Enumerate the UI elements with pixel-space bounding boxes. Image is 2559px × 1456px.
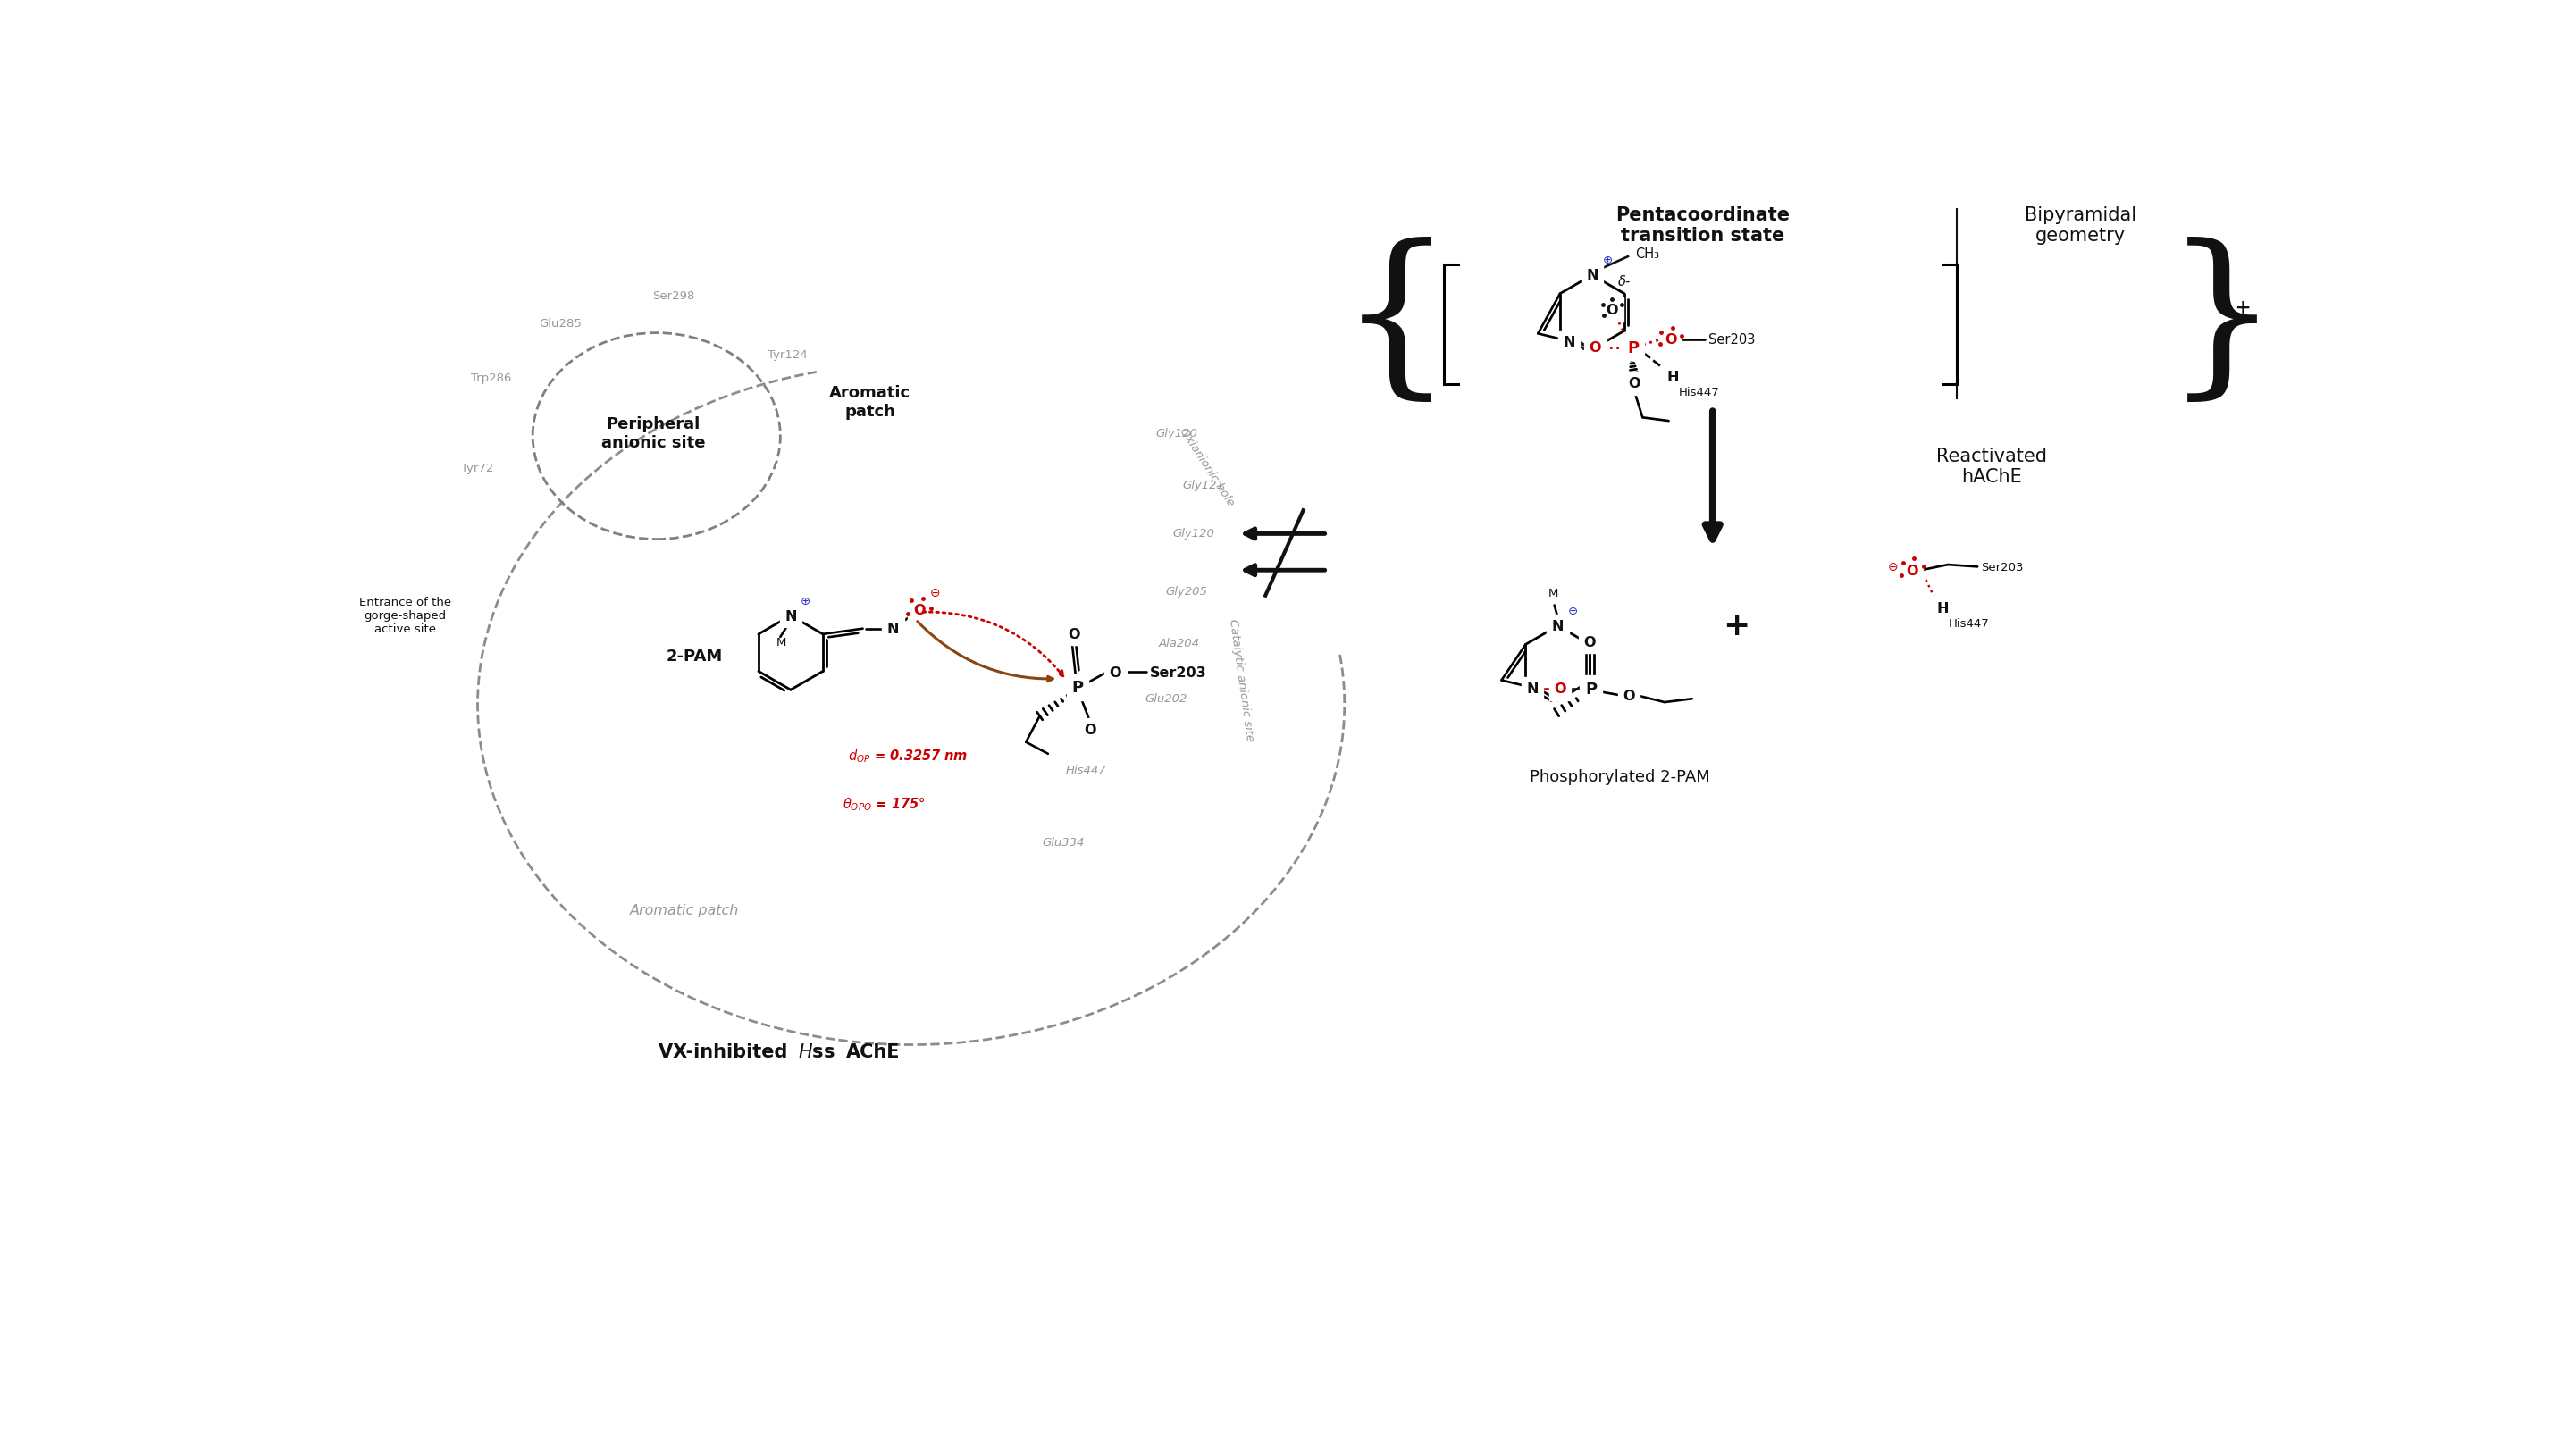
- Text: Trp286: Trp286: [471, 373, 512, 384]
- Text: O: O: [1607, 303, 1617, 317]
- Text: 2-PAM: 2-PAM: [665, 648, 722, 664]
- Text: Gly205: Gly205: [1167, 585, 1208, 597]
- Text: ⊖: ⊖: [929, 587, 939, 598]
- Text: $\theta_{OPO}$ = 175°: $\theta_{OPO}$ = 175°: [842, 795, 924, 812]
- Text: N: N: [1587, 269, 1599, 282]
- Text: M: M: [1548, 588, 1558, 600]
- Text: N: N: [1551, 620, 1564, 633]
- Text: Glu202: Glu202: [1144, 692, 1187, 703]
- Text: AChE: AChE: [844, 1042, 901, 1061]
- Text: O: O: [1622, 689, 1635, 702]
- Text: Catalytic anionic site: Catalytic anionic site: [1226, 617, 1256, 741]
- Text: ⊕: ⊕: [801, 596, 811, 607]
- Text: O: O: [1067, 628, 1080, 641]
- Text: M: M: [775, 636, 786, 648]
- Text: N: N: [786, 609, 796, 623]
- Text: Bipyramidal
geometry: Bipyramidal geometry: [2024, 207, 2137, 245]
- Text: P: P: [1628, 339, 1638, 355]
- Text: Phosphorylated 2-PAM: Phosphorylated 2-PAM: [1530, 769, 1709, 785]
- Text: Ser203: Ser203: [1709, 333, 1755, 347]
- Text: O: O: [1589, 341, 1602, 355]
- Text: ⊕: ⊕: [1569, 606, 1579, 617]
- Text: His447: His447: [1947, 619, 1988, 629]
- Text: ⊕: ⊕: [1602, 255, 1612, 266]
- Text: {: {: [1338, 237, 1454, 409]
- Text: Entrance of the
gorge-shaped
active site: Entrance of the gorge-shaped active site: [358, 596, 450, 635]
- Text: Glu285: Glu285: [540, 317, 581, 329]
- Text: Gly120: Gly120: [1154, 428, 1198, 440]
- Text: $d_{OP}$ = 0.3257 nm: $d_{OP}$ = 0.3257 nm: [847, 747, 967, 764]
- Text: Ser203: Ser203: [1149, 665, 1208, 678]
- Text: $\mathit{H}$ss: $\mathit{H}$ss: [798, 1042, 834, 1061]
- Text: O: O: [1111, 665, 1121, 678]
- Text: ‡: ‡: [2237, 300, 2249, 326]
- Text: Tyr124: Tyr124: [768, 348, 806, 360]
- Text: O: O: [1085, 724, 1095, 737]
- Text: }: }: [2165, 237, 2280, 409]
- Text: H: H: [1666, 370, 1679, 383]
- Text: ⊖: ⊖: [1889, 561, 1899, 574]
- Text: Oxianionic hole: Oxianionic hole: [1177, 425, 1236, 508]
- Text: Pentacoordinate
transition state: Pentacoordinate transition state: [1615, 207, 1789, 245]
- Text: Ala204: Ala204: [1159, 638, 1200, 649]
- Text: His447: His447: [1067, 764, 1105, 776]
- Text: His447: His447: [1679, 386, 1720, 397]
- Text: +: +: [1722, 610, 1750, 641]
- Text: Gly120: Gly120: [1172, 527, 1216, 539]
- Text: O: O: [1628, 377, 1640, 390]
- Text: Ser298: Ser298: [653, 290, 696, 301]
- Text: Glu334: Glu334: [1042, 837, 1085, 849]
- Text: Peripheral
anionic site: Peripheral anionic site: [601, 416, 706, 450]
- Text: Reactivated
hAChE: Reactivated hAChE: [1935, 447, 2047, 485]
- Text: O: O: [1553, 683, 1566, 696]
- Text: δ-: δ-: [1617, 275, 1630, 288]
- Text: N: N: [1528, 683, 1538, 696]
- Text: Aromatic
patch: Aromatic patch: [829, 384, 911, 419]
- Text: Ser203: Ser203: [1981, 562, 2024, 574]
- Text: Tyr72: Tyr72: [461, 462, 494, 473]
- Text: VX-inhibited: VX-inhibited: [658, 1042, 793, 1061]
- Text: O: O: [1584, 635, 1597, 649]
- Text: P: P: [1072, 680, 1082, 696]
- Text: O: O: [1666, 333, 1676, 347]
- Text: O: O: [914, 603, 926, 616]
- Text: N: N: [1564, 336, 1574, 349]
- Text: Gly121: Gly121: [1182, 479, 1226, 491]
- Text: Aromatic patch: Aromatic patch: [630, 904, 740, 917]
- Text: CH₃: CH₃: [1635, 248, 1658, 261]
- Text: P: P: [1584, 681, 1597, 697]
- Text: H: H: [1937, 601, 1950, 614]
- Text: O: O: [1906, 563, 1919, 578]
- Text: N: N: [888, 622, 898, 636]
